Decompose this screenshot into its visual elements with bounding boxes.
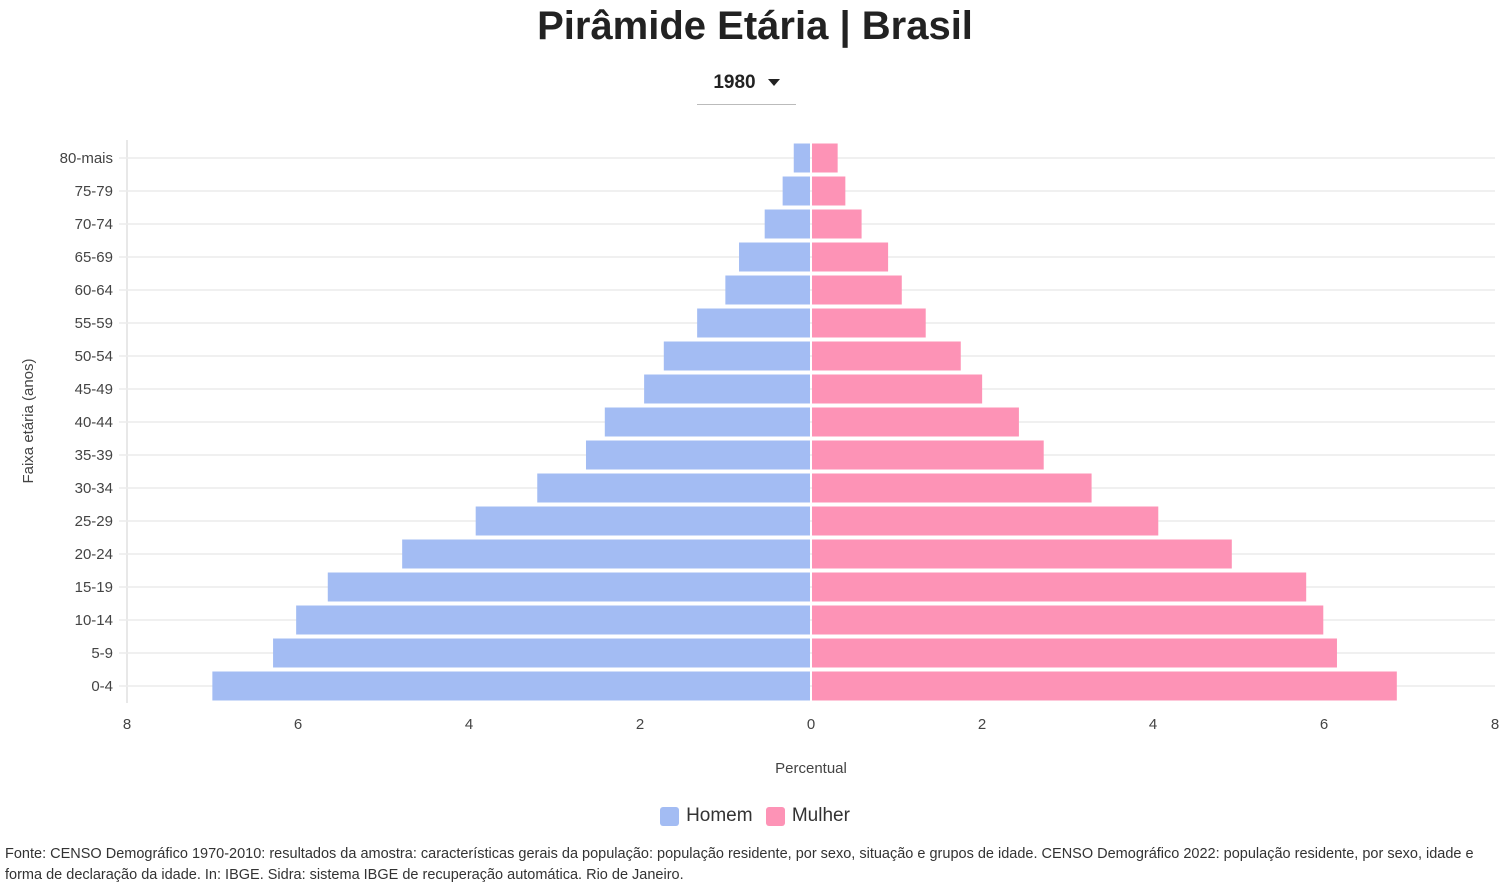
y-tick-label: 70-74 <box>75 216 113 233</box>
bar-homem <box>697 308 810 338</box>
year-dropdown-value: 1980 <box>713 72 756 93</box>
bar-homem <box>604 407 810 437</box>
bar-mulher <box>812 407 1019 437</box>
y-tick-label: 30-34 <box>75 480 113 497</box>
bar-mulher <box>812 308 926 338</box>
y-tick-label: 20-24 <box>75 546 113 563</box>
bar-mulher <box>812 572 1307 602</box>
bar-mulher <box>812 242 889 272</box>
bar-homem <box>663 341 810 371</box>
y-tick-label: 50-54 <box>75 348 113 365</box>
y-tick-label: 75-79 <box>75 183 113 200</box>
bar-mulher <box>812 473 1092 503</box>
bar-mulher <box>812 341 961 371</box>
bar-mulher <box>812 275 902 305</box>
legend-label-homem: Homem <box>686 805 753 826</box>
x-tick-label: 2 <box>978 716 986 733</box>
bar-homem <box>793 143 810 173</box>
y-axis-title: Faixa etária (anos) <box>20 358 37 483</box>
y-tick-label: 55-59 <box>75 315 113 332</box>
x-tick-label: 6 <box>294 716 302 733</box>
x-tick-label: 6 <box>1320 716 1328 733</box>
x-tick-label: 2 <box>636 716 644 733</box>
legend: Homem Mulher <box>0 805 1510 832</box>
bar-homem <box>327 572 810 602</box>
bar-homem <box>212 671 811 701</box>
y-tick-label: 15-19 <box>75 579 113 596</box>
y-tick-label: 60-64 <box>75 282 113 299</box>
y-tick-label: 35-39 <box>75 447 113 464</box>
legend-label-mulher: Mulher <box>791 805 850 826</box>
bar-homem <box>296 605 810 635</box>
bar-homem <box>725 275 810 305</box>
bar-mulher <box>812 671 1397 701</box>
bar-homem <box>739 242 810 272</box>
chart-title: Pirâmide Etária | Brasil <box>537 4 973 48</box>
y-tick-label: 25-29 <box>75 513 113 530</box>
bar-mulher <box>812 539 1232 569</box>
source-note: Fonte: CENSO Demográfico 1970-2010: resu… <box>5 846 1474 883</box>
caret-down-icon <box>767 79 780 87</box>
bar-homem <box>273 638 810 668</box>
bar-homem <box>475 506 810 536</box>
bar-mulher <box>812 209 862 239</box>
x-axis-title: Percentual <box>775 760 847 777</box>
bar-mulher <box>812 605 1324 635</box>
legend-swatch-homem <box>660 806 680 826</box>
y-tick-label: 40-44 <box>75 414 113 431</box>
y-tick-label: 5-9 <box>91 645 113 662</box>
bar-homem <box>764 209 810 239</box>
y-tick-label: 10-14 <box>75 612 113 629</box>
legend-item-mulher[interactable]: Mulher <box>765 805 850 827</box>
bar-mulher <box>812 638 1337 668</box>
y-tick-label: 0-4 <box>91 678 113 695</box>
bar-mulher <box>812 374 983 404</box>
x-tick-label: 8 <box>1491 716 1499 733</box>
y-tick-label: 80-mais <box>60 150 113 167</box>
legend-swatch-mulher <box>765 806 785 826</box>
bar-homem <box>537 473 810 503</box>
y-tick-label: 65-69 <box>75 249 113 266</box>
x-tick-label: 4 <box>1149 716 1157 733</box>
bar-homem <box>644 374 810 404</box>
x-tick-label: 0 <box>807 716 815 733</box>
bar-mulher <box>812 506 1159 536</box>
pyramid-chart: 80-mais75-7970-7465-6960-6455-5950-5445-… <box>20 140 1499 777</box>
bar-homem <box>782 176 810 206</box>
bar-homem <box>402 539 810 569</box>
y-tick-label: 45-49 <box>75 381 113 398</box>
year-dropdown[interactable]: 1980 <box>697 72 796 105</box>
bar-mulher <box>812 176 846 206</box>
bar-homem <box>585 440 810 470</box>
legend-item-homem[interactable]: Homem <box>660 805 753 827</box>
x-tick-label: 8 <box>123 716 131 733</box>
x-tick-label: 4 <box>465 716 473 733</box>
bar-mulher <box>812 440 1044 470</box>
bar-mulher <box>812 143 838 173</box>
